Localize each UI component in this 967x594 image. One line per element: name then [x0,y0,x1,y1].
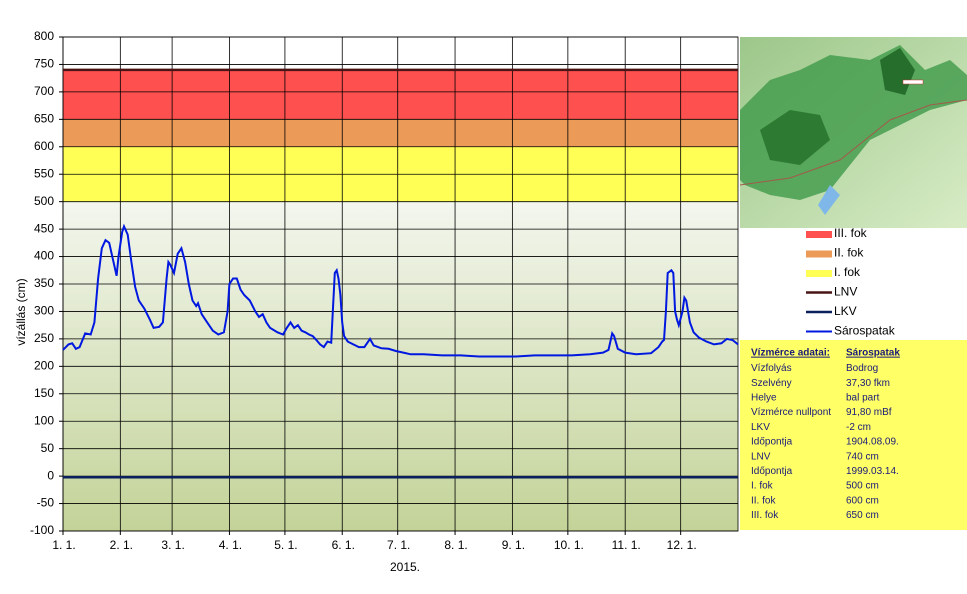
legend-label: I. fok [834,265,861,279]
table-cell: LKV [751,422,770,433]
legend-label: II. fok [834,246,864,260]
table-cell: Szelvény [751,378,792,389]
x-tick-label: 4. 1. [219,538,242,552]
y-tick-label: 700 [34,84,54,98]
table-cell: Vízmérce nullpont [751,407,831,418]
y-tick-label: 100 [34,413,54,427]
table-cell: Helye [751,393,777,404]
y-tick-label: 0 [47,468,54,482]
table-cell: Időpontja [751,437,793,448]
table-title: Vízmérce adatai: [751,348,830,359]
table-cell: 37,30 fkm [846,378,890,389]
table-cell: 1904.08.09. [846,437,899,448]
legend-label: LNV [834,285,857,299]
x-tick-label: 10. 1. [554,538,584,552]
y-tick-label: 350 [34,276,54,290]
x-tick-label: 11. 1. [612,538,641,552]
table-cell: LNV [751,451,771,462]
table-cell: 650 cm [846,510,879,521]
y-tick-label: 250 [34,331,54,345]
y-axis-label: vízállás (cm) [14,278,28,345]
table-title: Sárospatak [846,348,900,359]
series-line [62,223,739,358]
x-axis-label: 2015. [390,560,420,574]
table-cell: 500 cm [846,481,879,492]
y-tick-label: 50 [41,441,55,455]
x-tick-label: 1. 1. [52,538,75,552]
y-tick-label: 650 [34,112,54,126]
legend-label: LKV [834,304,857,318]
legend: III. fok II. fok I. fok LNV LKV Sárospatak [806,226,896,338]
y-tick-label: 500 [34,194,54,208]
x-tick-label: 8. 1. [444,538,467,552]
y-tick-label: 600 [34,139,54,153]
y-tick-label: 800 [34,29,54,43]
table-cell: Bodrog [846,363,878,374]
table-cell: -2 cm [846,422,871,433]
plot-frame [62,36,739,532]
x-tick-label: 2. 1. [110,538,133,552]
x-tick-label: 5. 1. [274,538,297,552]
x-tick-label: 3. 1. [161,538,184,552]
y-tick-label: 750 [34,57,54,71]
plot-area [59,36,739,535]
legend-swatch [806,231,832,238]
y-tick-label: 200 [34,359,54,373]
table-cell: Vízfolyás [751,363,792,374]
legend-label: III. fok [834,226,868,240]
table-cell: 740 cm [846,451,879,462]
y-tick-label: -50 [37,496,55,510]
table-cell: Időpontja [751,466,793,477]
table-cell: I. fok [751,481,774,492]
alert-band [63,69,738,120]
table-cell: bal part [846,393,880,404]
legend-swatch [806,270,832,277]
y-tick-label: 400 [34,249,54,263]
table-cell: III. fok [751,510,779,521]
y-tick-label: 450 [34,221,54,235]
x-tick-label: 12. 1. [667,538,697,552]
map [739,37,967,228]
table-cell: 91,80 mBf [846,407,892,418]
y-tick-label: 150 [34,386,54,400]
alert-band [63,119,738,147]
table-cell: 1999.03.14. [846,466,899,477]
y-tick-label: 300 [34,304,54,318]
legend-swatch [806,250,832,258]
info-table: Vízmérce adatai: Sárospatak Vízfolyás Bodro… [740,340,967,530]
y-tick-label: -100 [30,523,54,537]
x-tick-label: 6. 1. [332,538,355,552]
table-cell: 600 cm [846,495,879,506]
x-tick-label: 7. 1. [387,538,410,552]
y-tick-label: 550 [34,166,54,180]
table-cell: II. fok [751,495,776,506]
x-tick-label: 9. 1. [502,538,525,552]
legend-label: Sárospatak [834,324,896,338]
